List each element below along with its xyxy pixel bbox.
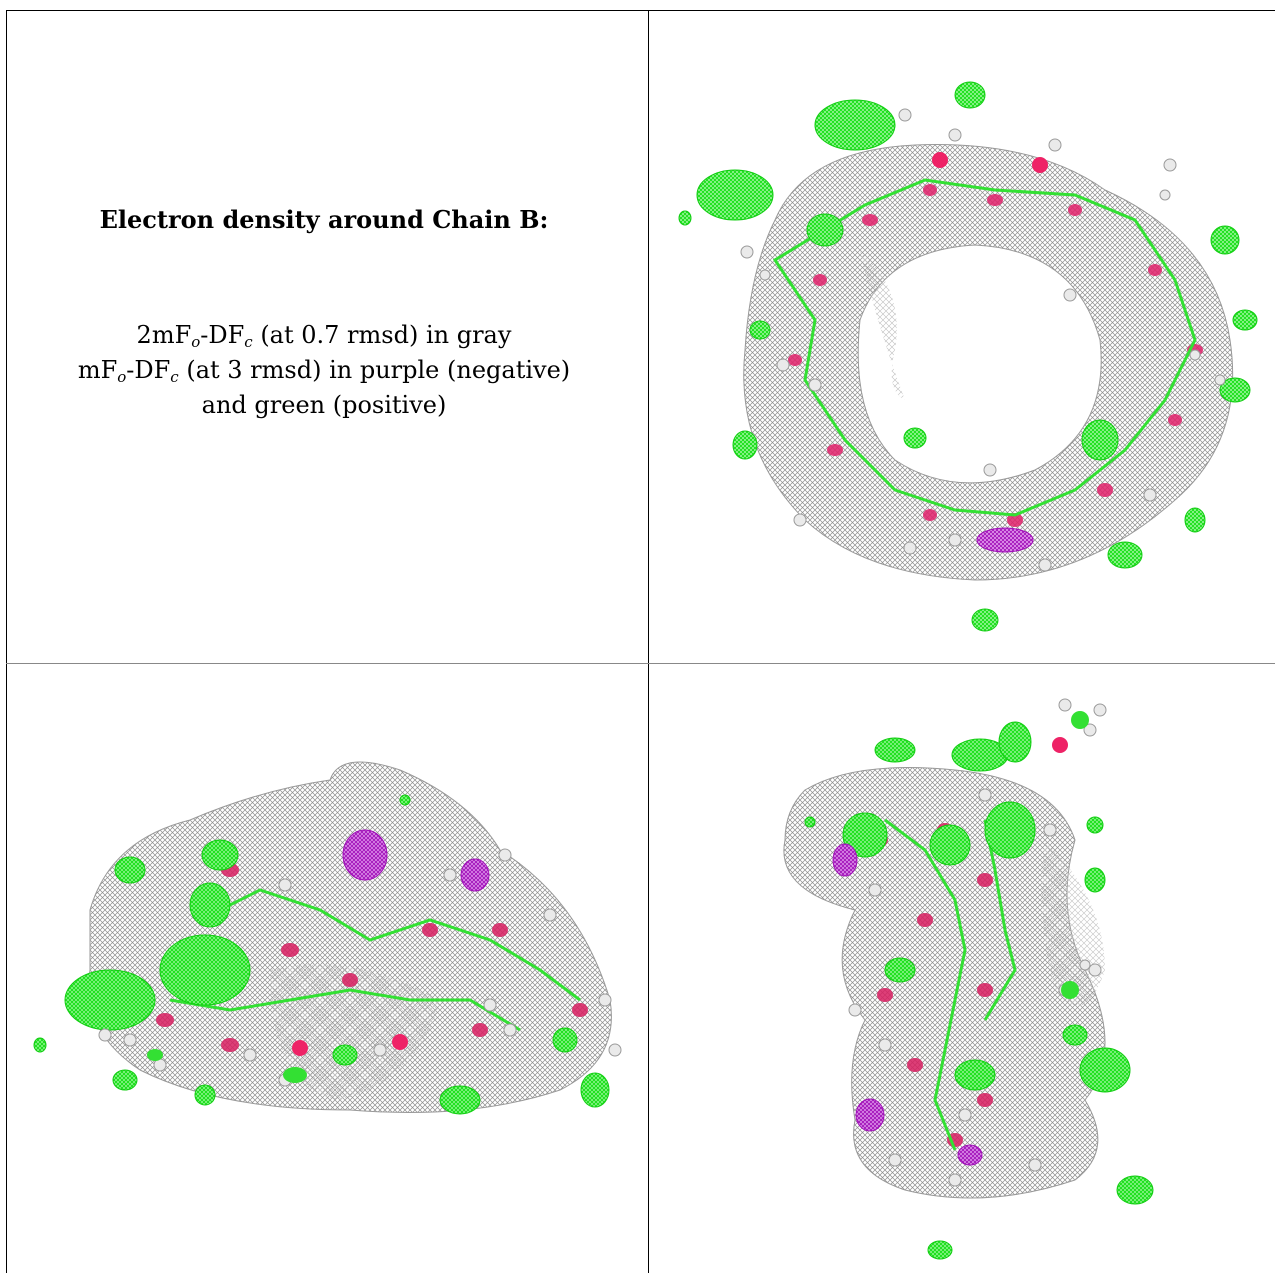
green-bonds <box>884 818 1017 1151</box>
oxygen-markers <box>156 863 588 1052</box>
green-bonds <box>169 888 581 1032</box>
legend-line-green: and green (positive) <box>201 391 447 419</box>
density-panel-ring <box>655 20 1270 660</box>
legend-line-difference: mFo-DFc (at 3 rmsd) in purple (negative) <box>77 356 571 386</box>
density-panel-horizontal <box>20 670 640 1265</box>
legend-line-gray: 2mFo-DFc (at 0.7 rmsd) in gray <box>136 321 512 351</box>
hydrogen-atoms <box>740 108 1226 572</box>
density-panel-vertical <box>655 670 1270 1265</box>
highlighted-oxygens <box>932 152 1048 173</box>
horizontal-render <box>33 761 622 1115</box>
negative-density <box>832 843 983 1166</box>
left-border <box>6 10 7 1273</box>
highlighted-oxygens <box>1052 737 1068 753</box>
positive-density <box>678 81 1258 632</box>
positive-density <box>33 794 610 1115</box>
ring-render <box>678 81 1258 632</box>
highlighted-oxygens <box>292 1034 408 1056</box>
positive-density <box>804 721 1154 1260</box>
negative-density <box>976 527 1034 553</box>
green-bonds <box>772 178 1197 517</box>
gray-density-ring <box>743 144 1234 581</box>
caption-cell: Electron density around Chain B: 2mFo-DF… <box>0 0 648 663</box>
center-divider <box>648 10 649 1273</box>
gray-density-column <box>783 767 1106 1199</box>
hydrogen-atoms <box>98 848 622 1087</box>
vertical-render <box>783 698 1154 1260</box>
caption-legend: 2mFo-DFc (at 0.7 rmsd) in gray mFo-DFc (… <box>0 318 648 423</box>
top-border <box>6 10 1275 11</box>
caption-title: Electron density around Chain B: <box>99 205 549 234</box>
middle-divider <box>6 663 1275 664</box>
negative-density <box>342 829 490 892</box>
hydrogen-atoms <box>848 698 1107 1187</box>
